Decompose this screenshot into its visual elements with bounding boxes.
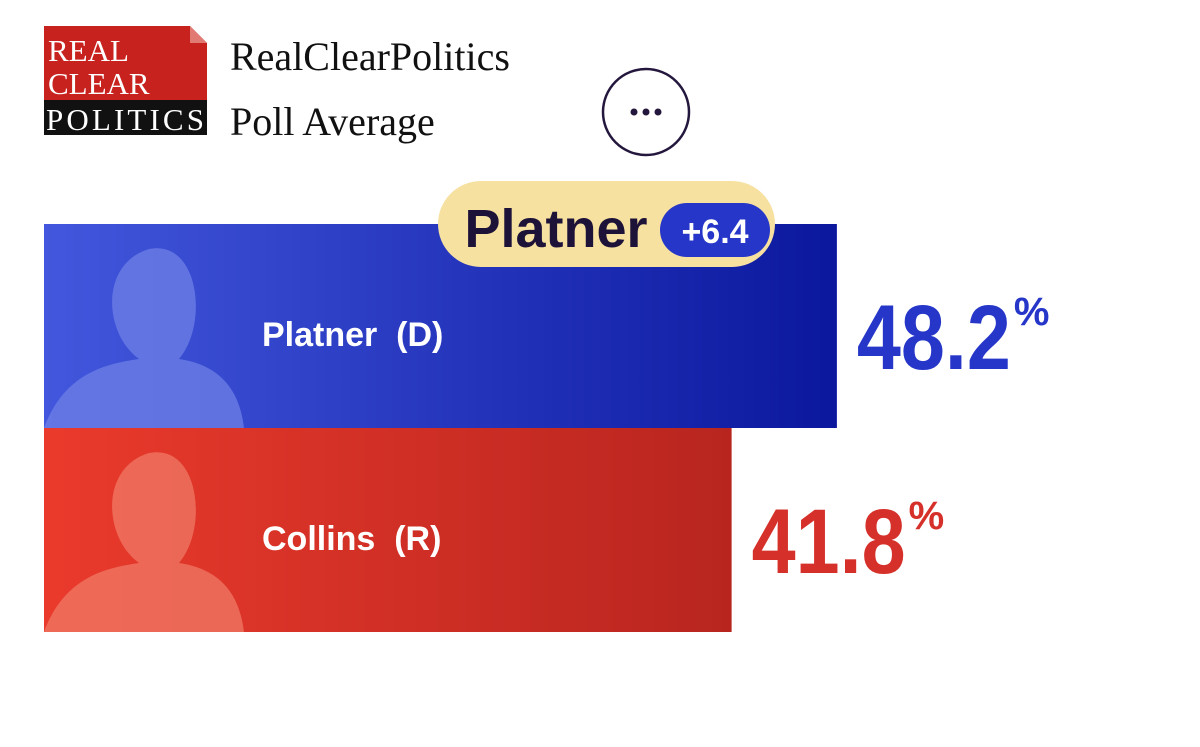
leader-name: Platner <box>464 199 647 259</box>
subtitle: Poll Average <box>230 99 435 144</box>
leader-margin: +6.4 <box>681 213 748 251</box>
bars: Platner (D) 48.2 % Collins (R) 41.8% <box>44 224 1049 632</box>
candidate-label: Platner (D) <box>262 316 443 354</box>
leader-badge: Platner +6.4 <box>438 181 775 267</box>
portrait <box>44 248 244 428</box>
logo-text: CLEAR <box>48 66 150 101</box>
value-unit: % <box>909 494 945 538</box>
value-label: 41.8 <box>752 490 906 593</box>
value-unit: % <box>1014 290 1050 334</box>
title: RealClearPolitics <box>230 34 510 79</box>
candidate-label: Collins (R) <box>262 520 441 558</box>
portrait <box>44 452 244 632</box>
logo: REAL CLEAR POLITICS <box>44 26 207 137</box>
value-label: 48.2 <box>857 286 1011 389</box>
more-button[interactable] <box>601 67 691 157</box>
logo-text: REAL <box>48 33 129 68</box>
